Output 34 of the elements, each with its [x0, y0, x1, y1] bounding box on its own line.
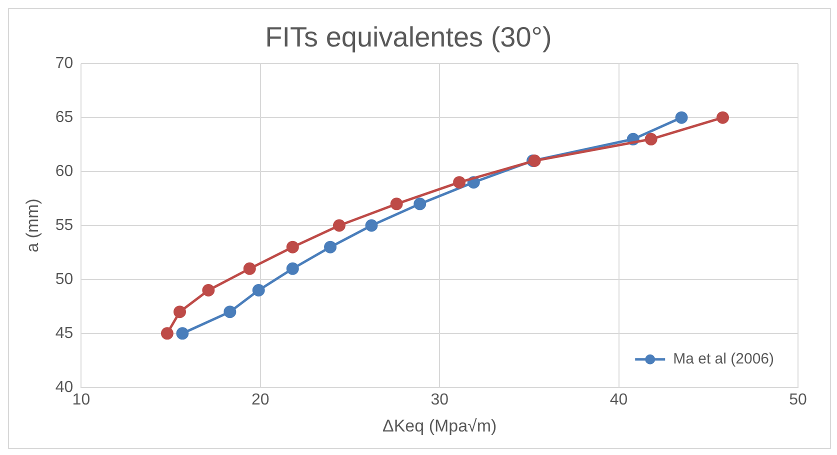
x-tick-label: 30: [430, 391, 449, 408]
y-tick-label: 60: [55, 162, 74, 180]
point: [252, 284, 265, 297]
point: [324, 240, 337, 254]
y-tick-label: 70: [55, 55, 74, 72]
point: [174, 306, 186, 318]
point: [160, 327, 174, 340]
y-tick-label: 55: [55, 216, 74, 234]
point: [390, 198, 403, 210]
point: [716, 111, 729, 124]
x-tick-label: 20: [252, 391, 270, 408]
chart-title: FITs equivalentes (30°): [265, 22, 552, 53]
point: [365, 219, 378, 232]
point: [286, 240, 299, 254]
point: [414, 198, 426, 210]
point: [176, 327, 189, 340]
point: [224, 306, 236, 318]
legend-label: Ma et al (2006): [673, 350, 774, 368]
point: [286, 262, 299, 275]
x-tick-label: 50: [789, 391, 807, 408]
y-tick-label: 40: [55, 378, 74, 396]
y-axis-title: a (mm): [22, 198, 42, 252]
point: [644, 132, 658, 146]
point: [243, 262, 256, 275]
y-tick-label: 65: [55, 108, 74, 126]
x-tick-label: 10: [72, 391, 90, 408]
y-tick-label: 50: [55, 270, 74, 288]
point: [675, 111, 688, 124]
y-tick-label: 45: [55, 324, 74, 342]
x-axis-title: ΔKeq (Mpa√m): [382, 416, 497, 436]
point: [202, 284, 215, 297]
point: [453, 176, 466, 189]
x-tick-label: 40: [610, 391, 628, 408]
point: [332, 219, 346, 232]
